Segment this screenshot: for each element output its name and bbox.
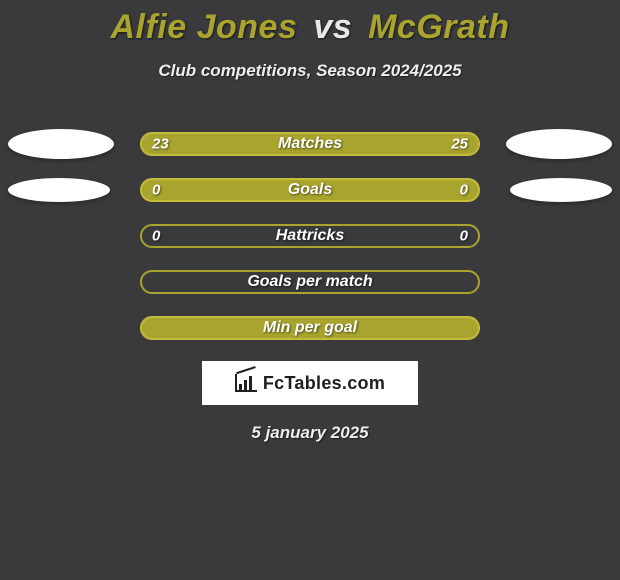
stat-bar-goals_per_match: Goals per match: [140, 270, 480, 294]
stat-label-matches: Matches: [278, 135, 342, 153]
branding-badge: FcTables.com: [202, 361, 418, 405]
player2-badge-goals: [510, 178, 612, 202]
comparison-card: Alfie Jones vs McGrath Club competitions…: [0, 0, 620, 443]
stat-bar-goals: 0 0 Goals: [140, 178, 480, 202]
competition-subtitle: Club competitions, Season 2024/2025: [158, 61, 461, 81]
stat-row-min_per_goal: Min per goal: [0, 305, 620, 351]
stat-value-left-matches: 23: [152, 136, 169, 153]
stat-value-left-goals: 0: [152, 182, 160, 199]
stat-row-goals_per_match: Goals per match: [0, 259, 620, 305]
page-title: Alfie Jones vs McGrath: [110, 8, 509, 47]
stat-value-right-hattricks: 0: [460, 228, 468, 245]
stat-label-goals: Goals: [288, 181, 332, 199]
player1-name: Alfie Jones: [110, 8, 297, 46]
stat-value-right-goals: 0: [460, 182, 468, 199]
stat-label-min_per_goal: Min per goal: [263, 319, 357, 337]
stat-row-hattricks: 0 0 Hattricks: [0, 213, 620, 259]
stat-value-left-hattricks: 0: [152, 228, 160, 245]
stat-label-goals_per_match: Goals per match: [247, 273, 372, 291]
vs-text: vs: [313, 8, 352, 46]
player2-name: McGrath: [368, 8, 509, 46]
stat-bar-min_per_goal: Min per goal: [140, 316, 480, 340]
stat-row-matches: 23 25 Matches: [0, 121, 620, 167]
snapshot-date: 5 january 2025: [251, 423, 368, 443]
chart-icon: [235, 374, 257, 392]
stat-value-right-matches: 25: [451, 136, 468, 153]
player1-badge-goals: [8, 178, 110, 202]
stat-row-goals: 0 0 Goals: [0, 167, 620, 213]
stat-label-hattricks: Hattricks: [276, 227, 344, 245]
stat-bar-matches: 23 25 Matches: [140, 132, 480, 156]
branding-text: FcTables.com: [263, 373, 385, 394]
player2-badge-matches: [506, 129, 612, 159]
stat-bar-hattricks: 0 0 Hattricks: [140, 224, 480, 248]
stats-grid: 23 25 Matches 0 0 Goals 0 0 Hattricks Goals per m…: [0, 121, 620, 351]
player1-badge-matches: [8, 129, 114, 159]
